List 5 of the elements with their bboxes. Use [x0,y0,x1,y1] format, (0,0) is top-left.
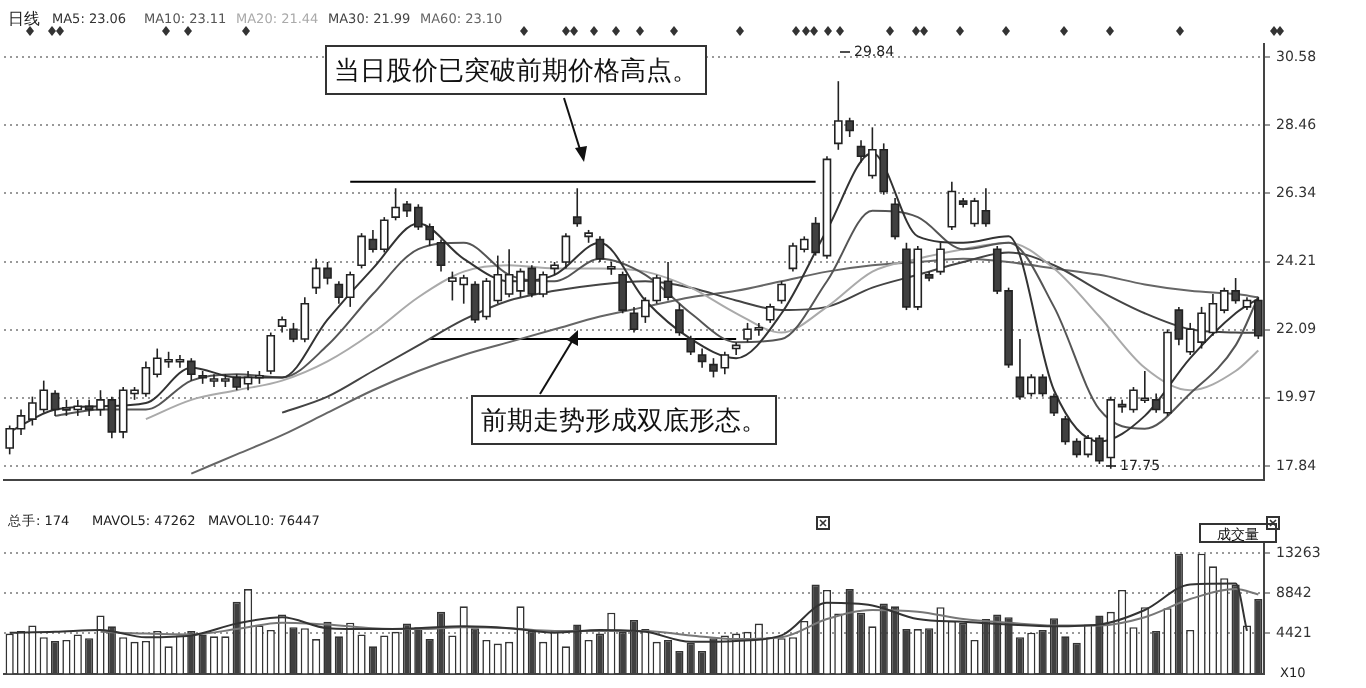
chart-title: 日线 [8,10,40,29]
line-series [54,209,1260,430]
annotation: 当日股价已突破前期价格高点。 [334,54,698,85]
annotation: 前期走势形成双底形态。 [481,404,767,435]
line-series [190,257,1260,475]
